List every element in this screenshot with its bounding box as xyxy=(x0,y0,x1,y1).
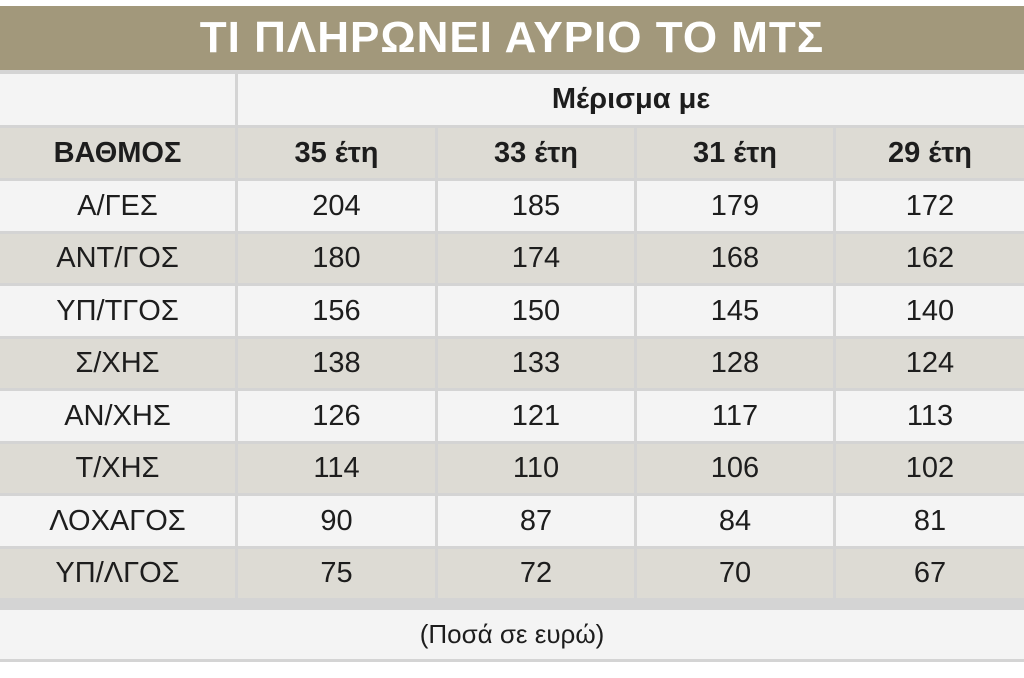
table-cell-r5-c1: 126 xyxy=(238,391,435,441)
group-header: Μέρισμα με xyxy=(238,74,1024,125)
row-label-7: ΛΟΧΑΓΟΣ xyxy=(0,496,235,546)
row-label-6: Τ/ΧΗΣ xyxy=(0,444,235,493)
row-header-label: ΒΑΘΜΟΣ xyxy=(0,128,235,178)
row-label-2: ΑΝΤ/ΓΟΣ xyxy=(0,234,235,283)
table-cell-r5-c3: 117 xyxy=(637,391,833,441)
table-title: ΤΙ ΠΛΗΡΩΝΕΙ ΑΥΡΙΟ ΤΟ ΜΤΣ xyxy=(0,6,1024,70)
table-cell-r7-c2: 87 xyxy=(438,496,634,546)
table-cell-r4-c4: 124 xyxy=(836,339,1024,388)
table-cell-r6-c3: 106 xyxy=(637,444,833,493)
table-cell-r3-c3: 145 xyxy=(637,286,833,336)
table-cell-r1-c1: 204 xyxy=(238,181,435,231)
table-cell-r6-c2: 110 xyxy=(438,444,634,493)
table-cell-r8-c4: 67 xyxy=(836,549,1024,598)
table-cell-r3-c4: 140 xyxy=(836,286,1024,336)
table-cell-r1-c2: 185 xyxy=(438,181,634,231)
column-header-4: 29 έτη xyxy=(836,128,1024,178)
table-cell-r1-c3: 179 xyxy=(637,181,833,231)
column-header-3: 31 έτη xyxy=(637,128,833,178)
table-cell-r2-c4: 162 xyxy=(836,234,1024,283)
table-cell-r2-c1: 180 xyxy=(238,234,435,283)
row-label-5: ΑΝ/ΧΗΣ xyxy=(0,391,235,441)
header-blank xyxy=(0,74,235,125)
table-cell-r8-c2: 72 xyxy=(438,549,634,598)
table-cell-r6-c1: 114 xyxy=(238,444,435,493)
table-cell-r7-c1: 90 xyxy=(238,496,435,546)
column-header-2: 33 έτη xyxy=(438,128,634,178)
table-cell-r7-c4: 81 xyxy=(836,496,1024,546)
table-cell-r1-c4: 172 xyxy=(836,181,1024,231)
table-cell-r5-c2: 121 xyxy=(438,391,634,441)
row-label-3: ΥΠ/ΤΓΟΣ xyxy=(0,286,235,336)
currency-note: (Ποσά σε ευρώ) xyxy=(0,610,1024,659)
row-label-4: Σ/ΧΗΣ xyxy=(0,339,235,388)
table-cell-r7-c3: 84 xyxy=(637,496,833,546)
row-label-1: Α/ΓΕΣ xyxy=(0,181,235,231)
table-cell-r8-c3: 70 xyxy=(637,549,833,598)
table-cell-r3-c2: 150 xyxy=(438,286,634,336)
table-cell-r3-c1: 156 xyxy=(238,286,435,336)
table-cell-r2-c2: 174 xyxy=(438,234,634,283)
table-cell-r4-c2: 133 xyxy=(438,339,634,388)
table-cell-r4-c1: 138 xyxy=(238,339,435,388)
table-cell-r2-c3: 168 xyxy=(637,234,833,283)
table-cell-r4-c3: 128 xyxy=(637,339,833,388)
table-cell-r6-c4: 102 xyxy=(836,444,1024,493)
table-cell-r8-c1: 75 xyxy=(238,549,435,598)
row-label-8: ΥΠ/ΛΓΟΣ xyxy=(0,549,235,598)
column-header-1: 35 έτη xyxy=(238,128,435,178)
table-cell-r5-c4: 113 xyxy=(836,391,1024,441)
